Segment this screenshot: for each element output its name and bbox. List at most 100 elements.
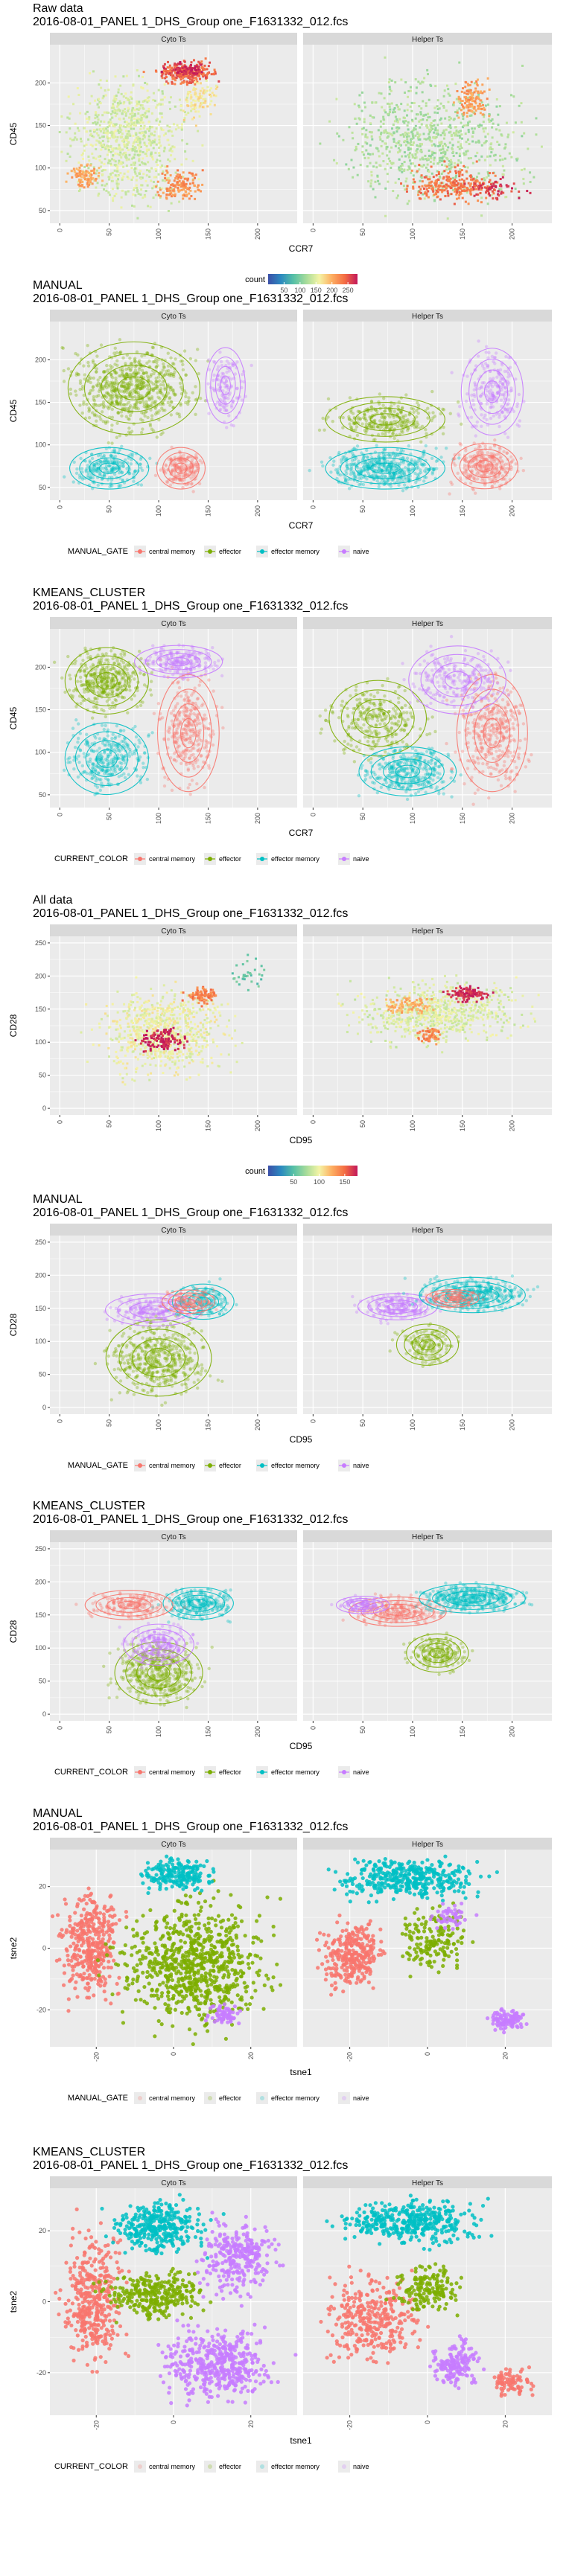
density-cell [421, 174, 423, 176]
density-cell [92, 157, 95, 159]
density-cell [484, 135, 486, 138]
density-cell [72, 103, 74, 105]
x-tick-label: 0 [56, 228, 63, 232]
density-cell [115, 182, 118, 185]
data-point [112, 389, 115, 392]
density-cell [159, 189, 162, 191]
data-point [111, 400, 114, 403]
density-cell [419, 111, 422, 113]
density-cell [150, 206, 152, 208]
density-cell [471, 135, 474, 138]
density-cell [120, 206, 122, 208]
density-cell [398, 127, 400, 130]
density-cell [136, 185, 138, 187]
density-cell [443, 150, 445, 153]
data-point [424, 428, 427, 431]
data-point [186, 456, 189, 458]
density-cell [189, 73, 191, 75]
density-cell [526, 190, 528, 192]
data-point [390, 404, 393, 407]
density-cell [96, 132, 98, 135]
density-cell [434, 144, 436, 147]
density-cell [127, 176, 129, 178]
density-cell [433, 159, 435, 162]
density-cell [529, 171, 531, 173]
data-point [124, 368, 127, 371]
density-cell [463, 154, 465, 156]
density-cell [180, 182, 182, 185]
data-point [168, 374, 171, 377]
density-cell [182, 182, 185, 185]
density-cell [103, 188, 105, 191]
density-cell [465, 99, 467, 101]
data-point [139, 463, 142, 466]
density-cell [407, 165, 410, 167]
density-cell [383, 130, 385, 132]
density-cell [130, 164, 133, 166]
density-cell [431, 173, 433, 175]
data-point [404, 466, 407, 469]
data-point [155, 365, 158, 368]
density-cell [159, 187, 161, 189]
density-cell [458, 100, 460, 103]
density-cell [165, 194, 168, 196]
density-cell [155, 106, 157, 109]
data-point [150, 380, 153, 383]
density-cell [457, 131, 460, 133]
density-cell [170, 148, 172, 150]
density-cell [150, 179, 152, 182]
data-point [170, 400, 173, 403]
density-cell [451, 148, 454, 150]
density-cell [192, 179, 194, 182]
data-point [362, 416, 365, 419]
data-point [111, 466, 114, 469]
data-point [86, 471, 89, 474]
density-cell [427, 113, 429, 115]
density-cell [493, 155, 495, 157]
density-cell [201, 184, 203, 186]
legend-title: count [245, 275, 265, 284]
density-cell [165, 166, 167, 168]
density-cell [197, 189, 200, 191]
density-cell [153, 141, 156, 143]
density-cell [427, 158, 429, 160]
density-cell [361, 92, 363, 94]
data-point [103, 404, 106, 407]
data-point [331, 420, 334, 423]
density-cell [410, 86, 412, 89]
density-cell [364, 135, 366, 138]
density-cell [204, 92, 206, 94]
density-cell [115, 95, 118, 97]
density-cell [456, 198, 458, 200]
density-cell [98, 134, 100, 136]
density-cell [201, 95, 203, 98]
density-cell [440, 118, 442, 120]
density-cell [380, 121, 382, 123]
data-point [341, 416, 344, 419]
density-cell [127, 137, 129, 139]
density-cell [475, 102, 477, 104]
density-cell [460, 143, 462, 145]
density-cell [156, 127, 158, 130]
data-point [135, 391, 138, 394]
density-cell [79, 170, 81, 173]
density-cell [111, 148, 113, 150]
density-cell [405, 180, 407, 182]
density-cell [469, 92, 471, 94]
density-cell [136, 69, 139, 71]
density-cell [130, 167, 133, 169]
density-cell [415, 125, 417, 127]
density-cell [162, 192, 165, 194]
density-cell [447, 194, 449, 196]
density-cell [389, 109, 391, 111]
data-point [123, 390, 126, 393]
density-cell [460, 109, 463, 111]
density-cell [407, 147, 410, 149]
density-cell [112, 105, 114, 107]
density-cell [185, 191, 187, 193]
density-cell [499, 159, 501, 162]
density-cell [433, 106, 436, 109]
density-cell [443, 130, 445, 132]
density-cell [451, 138, 454, 141]
